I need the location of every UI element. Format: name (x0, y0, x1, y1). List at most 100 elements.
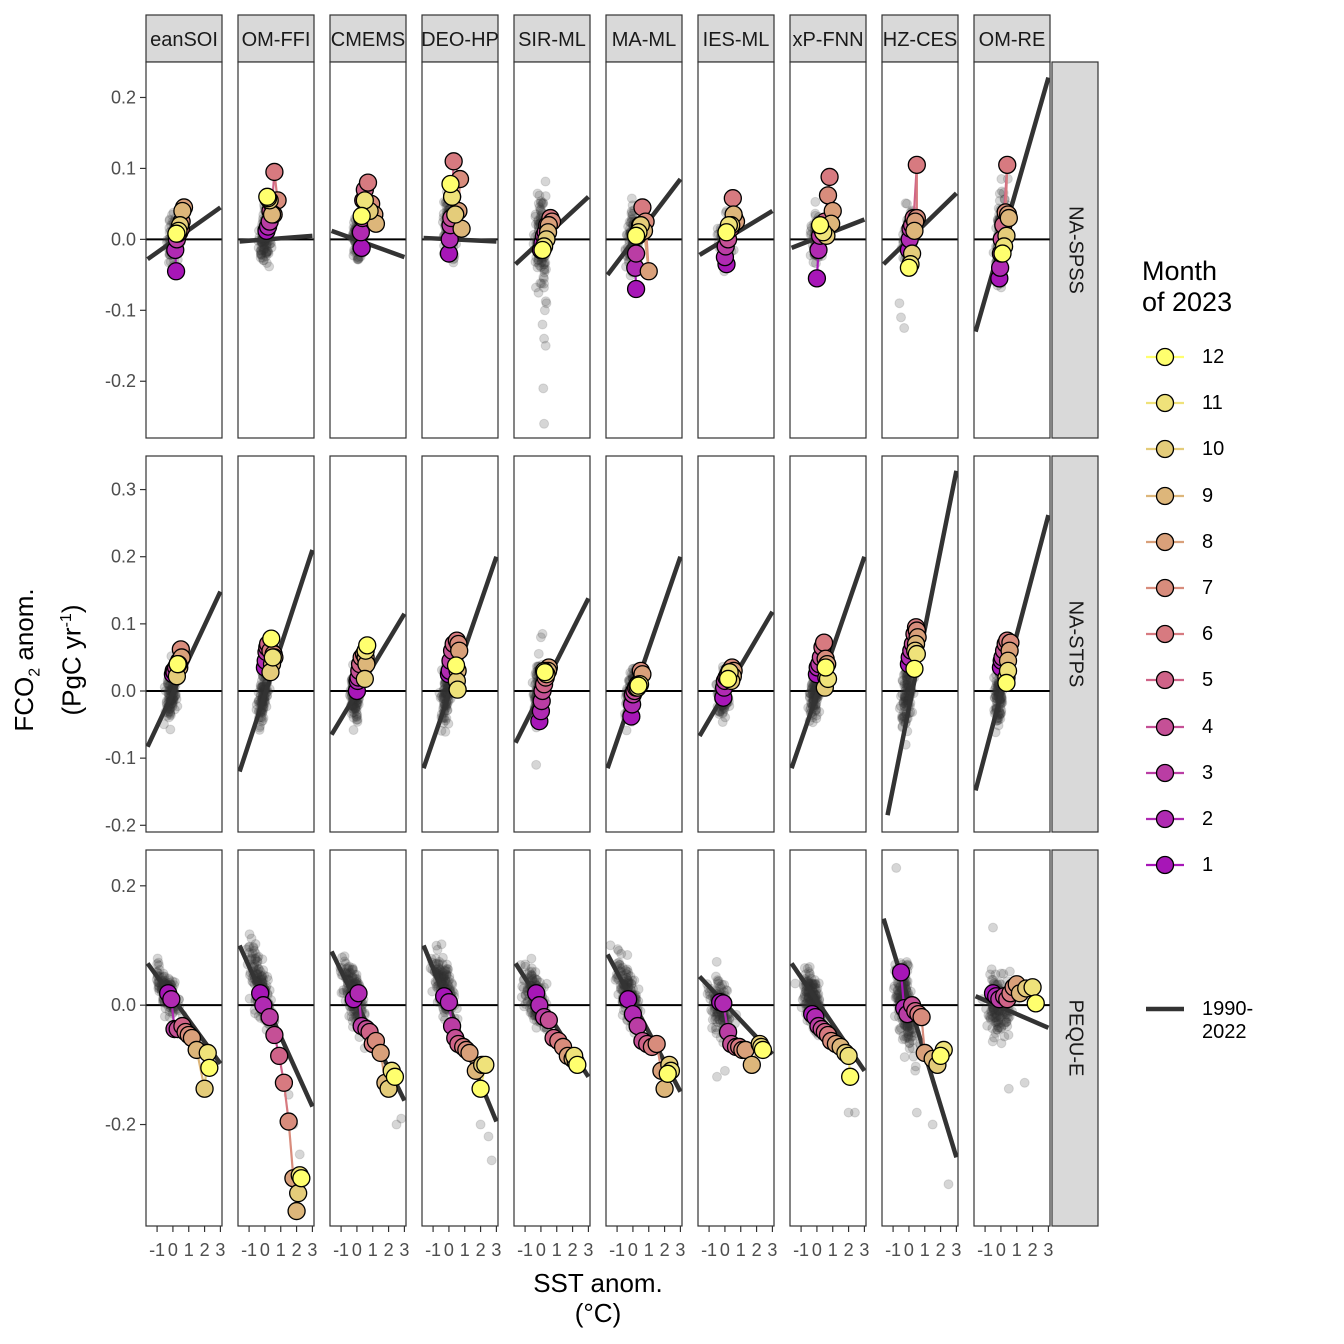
month-2023-point (931, 1046, 950, 1066)
historical-point (250, 948, 261, 959)
historical-point (261, 258, 272, 269)
historical-point (440, 976, 451, 987)
facet-panel (145, 61, 223, 439)
historical-point (248, 941, 259, 952)
x-tick-label: 1 (828, 1240, 838, 1260)
historical-point (994, 188, 1005, 199)
facet-panel (513, 61, 591, 439)
historical-point (538, 198, 549, 209)
historical-point (707, 1014, 718, 1025)
historical-point (622, 964, 633, 975)
month-2023-point (355, 669, 374, 689)
historical-point (994, 1022, 1005, 1033)
historical-point (540, 340, 551, 351)
historical-point (438, 685, 449, 696)
historical-point (435, 692, 446, 703)
facet-panel (973, 849, 1051, 1227)
historical-point (894, 298, 905, 309)
historical-point (800, 993, 811, 1004)
historical-point (431, 940, 442, 951)
panel-border (329, 455, 407, 833)
historical-point (483, 1131, 494, 1142)
historical-point (901, 1032, 912, 1043)
facet-panel (789, 455, 867, 833)
month-2023-point (274, 1073, 294, 1092)
historical-point (903, 1032, 914, 1043)
x-tick-label: 0 (720, 1240, 730, 1260)
panel-border (973, 455, 1051, 833)
regression-line (974, 76, 1050, 333)
historical-point (255, 249, 266, 260)
legend-key-point (1146, 809, 1184, 829)
x-tick-label: 2 (568, 1240, 578, 1260)
panel-border (513, 849, 591, 1227)
historical-point (249, 945, 260, 956)
historical-point (165, 709, 176, 720)
historical-point (526, 972, 537, 983)
historical-point (806, 973, 817, 984)
historical-point (526, 966, 537, 977)
month-2023-point (289, 1184, 308, 1203)
historical-point (340, 958, 351, 969)
historical-point (250, 953, 261, 964)
x-tick-label: 2 (660, 1240, 670, 1260)
panel-border (237, 61, 315, 439)
historical-point (526, 970, 537, 981)
month-2023-point (998, 155, 1017, 175)
historical-point (526, 953, 537, 964)
month-2023-point (371, 1043, 390, 1063)
month-2023-point (742, 1055, 761, 1075)
historical-point (986, 964, 997, 975)
historical-point (243, 942, 254, 953)
y-tick-label: -0.2 (105, 1115, 136, 1135)
historical-point (347, 972, 358, 983)
panel-border (605, 61, 683, 439)
historical-point (539, 267, 550, 278)
month-2023-point (446, 656, 466, 675)
historical-point (530, 209, 541, 220)
historical-point (263, 246, 274, 257)
historical-point (894, 1024, 905, 1035)
historical-point (346, 708, 357, 719)
historical-point (802, 963, 813, 974)
historical-point (441, 970, 452, 981)
regression-line (423, 235, 497, 244)
y-tick-label: 0.0 (111, 229, 136, 249)
historical-point (1004, 966, 1015, 977)
month-2023-point (718, 669, 738, 689)
historical-point (718, 707, 729, 718)
month-2023-point (446, 205, 465, 224)
historical-point (252, 956, 263, 967)
historical-point (258, 244, 269, 255)
historical-point (536, 261, 547, 272)
historical-point (253, 964, 264, 975)
historical-point (707, 1023, 718, 1034)
historical-point (520, 961, 531, 972)
legend-label: 11 (1202, 392, 1223, 415)
historical-point (1002, 1021, 1013, 1032)
historical-point (533, 648, 544, 659)
month-2023-point (539, 1010, 558, 1030)
month-2023-point (471, 1079, 490, 1098)
historical-point (897, 689, 908, 700)
historical-point (250, 939, 261, 950)
historical-point (256, 972, 267, 983)
month-2023-point (814, 633, 834, 652)
month-2023-point (444, 152, 463, 171)
historical-point (343, 964, 354, 975)
y-axis-label: FCO2 anom. (PgC yr-1) (9, 588, 87, 732)
historical-point (911, 1107, 922, 1118)
historical-point (351, 974, 362, 985)
historical-point (436, 691, 447, 702)
historical-point (998, 968, 1009, 979)
facet-panel (237, 849, 315, 1227)
legend-key-point (1146, 763, 1184, 782)
month-2023-point (166, 262, 186, 281)
historical-point (910, 1061, 921, 1072)
facet-panel (421, 849, 499, 1227)
historical-point (903, 1029, 914, 1040)
historical-point (625, 971, 636, 982)
historical-point (799, 962, 810, 973)
facet-strip-label: SIR-ML (518, 29, 586, 51)
legend-key-point (1146, 394, 1184, 413)
